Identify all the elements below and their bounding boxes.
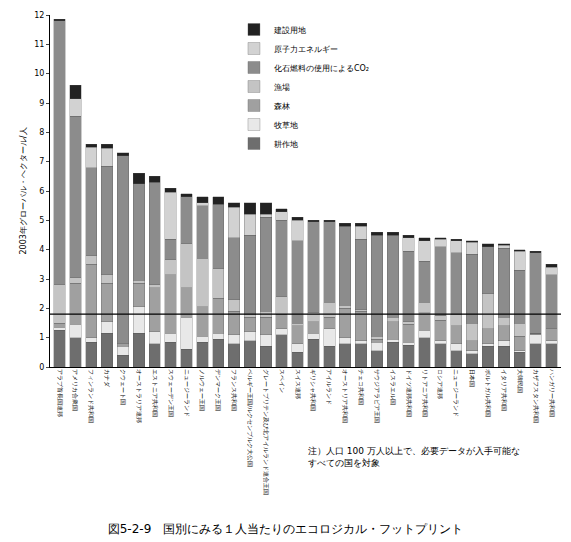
svg-text:大韓民国: 大韓民国 — [517, 369, 524, 393]
svg-text:10: 10 — [34, 69, 44, 78]
svg-text:5: 5 — [39, 216, 44, 225]
svg-text:11: 11 — [34, 40, 44, 49]
svg-text:森林: 森林 — [274, 102, 290, 111]
svg-text:イタリア共和国: イタリア共和国 — [501, 369, 508, 411]
svg-text:原子力エネルギー: 原子力エネルギー — [274, 45, 338, 54]
svg-text:アラブ首長国連邦: アラブ首長国連邦 — [57, 369, 64, 417]
svg-text:オーストラリア連邦: オーストラリア連邦 — [136, 369, 143, 423]
svg-text:チェコ共和国: チェコ共和国 — [358, 369, 365, 405]
svg-text:漁場: 漁場 — [274, 83, 290, 92]
svg-text:1: 1 — [39, 333, 44, 342]
svg-text:ポルトガル共和国: ポルトガル共和国 — [485, 369, 492, 417]
svg-text:グレートブリテン及び北アイルランド連合王国: グレートブリテン及び北アイルランド連合王国 — [263, 369, 270, 495]
svg-text:化石燃料の使用によるCO₂: 化石燃料の使用によるCO₂ — [274, 64, 369, 73]
svg-text:8: 8 — [39, 128, 44, 137]
svg-text:クウェート国: クウェート国 — [120, 369, 127, 405]
svg-text:注）人口 100 万人以上で、必要データが入手可能なすべての: 注）人口 100 万人以上で、必要データが入手可能なすべての国を対象 — [308, 446, 520, 468]
svg-text:エストニア共和国: エストニア共和国 — [152, 369, 159, 417]
svg-text:6: 6 — [39, 187, 44, 196]
svg-text:2003年グローバル・ヘクタール/人: 2003年グローバル・ヘクタール/人 — [19, 127, 28, 254]
svg-text:図5-2-9 国別にみる１人当たりのエコロジカル・フットプリ: 図5-2-9 国別にみる１人当たりのエコロジカル・フットプリント — [108, 522, 464, 536]
svg-text:2: 2 — [39, 304, 44, 313]
svg-text:スペイン: スペイン — [279, 369, 286, 393]
svg-text:ロシア連邦: ロシア連邦 — [437, 369, 444, 399]
svg-text:サウジアラビア王国: サウジアラビア王国 — [374, 369, 381, 423]
svg-text:ニュージーランド: ニュージーランド — [453, 369, 460, 417]
svg-text:フィンランド共和国: フィンランド共和国 — [88, 369, 95, 423]
svg-text:ドイツ連邦共和国: ドイツ連邦共和国 — [406, 369, 413, 417]
svg-text:ベルギー王国/ルクセンブルク大公国: ベルギー王国/ルクセンブルク大公国 — [247, 369, 254, 467]
svg-text:スウェーデン王国: スウェーデン王国 — [168, 369, 175, 417]
svg-text:ハンガリー共和国: ハンガリー共和国 — [549, 368, 556, 417]
svg-text:フランス共和国: フランス共和国 — [231, 369, 238, 411]
svg-text:リトアニア共和国: リトアニア共和国 — [422, 369, 429, 417]
svg-text:オーストリア共和国: オーストリア共和国 — [342, 369, 349, 423]
svg-text:3: 3 — [39, 275, 44, 284]
svg-text:アメリカ合衆国: アメリカ合衆国 — [72, 369, 79, 411]
svg-text:アイルランド: アイルランド — [326, 369, 333, 405]
svg-text:7: 7 — [39, 157, 44, 166]
svg-text:ギリシャ共和国: ギリシャ共和国 — [310, 369, 317, 411]
svg-text:ノルウェー王国: ノルウェー王国 — [199, 369, 206, 411]
svg-text:カナダ: カナダ — [104, 369, 111, 388]
svg-text:9: 9 — [39, 99, 44, 108]
svg-text:カザフスタン共和国: カザフスタン共和国 — [533, 369, 540, 423]
svg-text:耕作地: 耕作地 — [274, 140, 298, 149]
svg-text:デンマーク王国: デンマーク王国 — [215, 369, 222, 411]
svg-text:0: 0 — [39, 363, 44, 372]
svg-text:牧草地: 牧草地 — [274, 121, 298, 130]
svg-text:12: 12 — [34, 11, 44, 20]
svg-text:スイス連邦: スイス連邦 — [295, 369, 302, 399]
svg-text:建設用地: 建設用地 — [273, 26, 306, 35]
svg-text:4: 4 — [39, 245, 44, 254]
svg-text:ニュージーランド: ニュージーランド — [184, 369, 191, 417]
svg-text:イスラエル国: イスラエル国 — [390, 369, 397, 405]
svg-text:日本国: 日本国 — [469, 369, 476, 387]
